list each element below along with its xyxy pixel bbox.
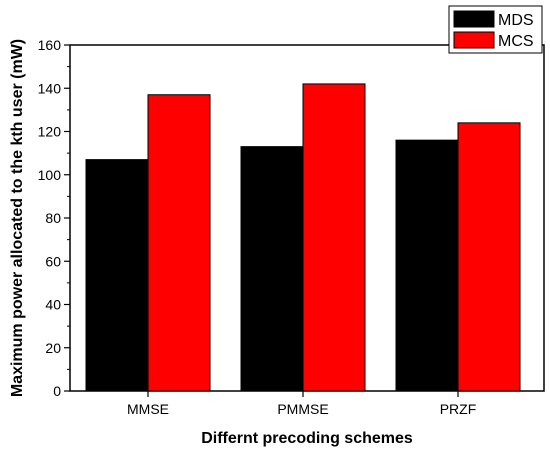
legend-label-mcs: MCS: [498, 33, 534, 50]
y-tick-label: 160: [38, 37, 62, 53]
legend-label-mds: MDS: [498, 12, 534, 29]
bar-mcs-mmse: [147, 94, 211, 392]
y-tick-label: 80: [45, 210, 61, 226]
x-axis-ticks: MMSE PMMSE PRZF: [127, 391, 476, 417]
plot-area: 0 20 40 60 80 100 120 140 160 MMSE PMMSE PRZF: [38, 37, 545, 417]
bars-group: [85, 83, 521, 392]
bar-mcs-pmmse: [302, 83, 366, 392]
y-tick-label: 140: [38, 80, 62, 96]
y-tick-label: 60: [45, 253, 61, 269]
y-tick-label: 0: [53, 383, 61, 399]
bar-mds-pmmse: [240, 146, 304, 392]
x-tick-label: PRZF: [440, 401, 477, 417]
y-axis-title: Maximum power allocated to the kth user …: [9, 39, 26, 397]
bar-mcs-przf: [457, 122, 521, 392]
y-tick-label: 20: [45, 340, 61, 356]
y-tick-label: 40: [45, 297, 61, 313]
y-tick-label: 100: [38, 167, 62, 183]
x-axis-title: Differnt precoding schemes: [201, 430, 413, 447]
bar-mds-mmse: [85, 159, 149, 392]
legend: MDS MCS: [448, 5, 543, 54]
bar-mds-przf: [395, 139, 459, 392]
legend-swatch-mds: [453, 10, 495, 28]
x-tick-label: MMSE: [127, 401, 169, 417]
x-tick-label: PMMSE: [277, 401, 328, 417]
y-tick-label: 120: [38, 124, 62, 140]
y-axis-ticks: 0 20 40 60 80 100 120 140 160: [38, 37, 70, 399]
legend-swatch-mcs: [453, 31, 495, 49]
